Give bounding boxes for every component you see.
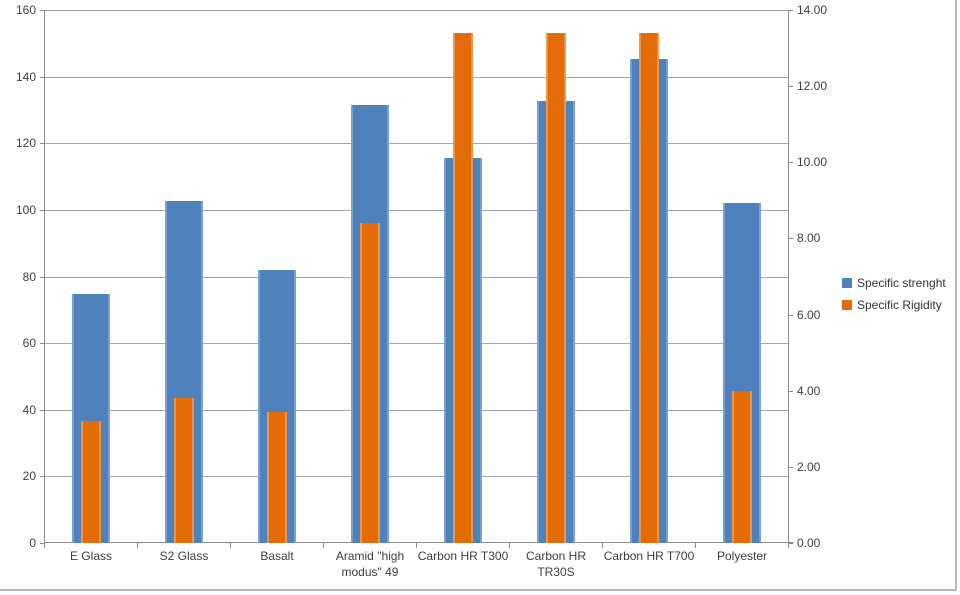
right-axis-label: 2.00 xyxy=(797,460,821,474)
frame-border-bottom xyxy=(0,589,957,591)
category-label: S2 Glass xyxy=(136,548,232,564)
y-axis-tick xyxy=(40,277,44,278)
category-label-line: modus" 49 xyxy=(341,565,399,579)
x-axis-tick xyxy=(137,543,138,548)
gridline xyxy=(44,410,788,411)
gridline xyxy=(44,143,788,144)
legend-item-specific-strenght: Specific strenght xyxy=(842,276,946,290)
gridline xyxy=(44,77,788,78)
x-axis-tick xyxy=(416,543,417,548)
bar-specific-rigidity-carbon-hr-tr30s xyxy=(546,33,566,543)
x-axis-tick xyxy=(323,543,324,548)
category-label-line: Carbon HR xyxy=(525,549,587,563)
y-axis-tick xyxy=(40,77,44,78)
category-label-line: Carbon HR T300 xyxy=(417,549,509,563)
category-label: Polyester xyxy=(694,548,790,564)
legend-label-strength: Specific strenght xyxy=(857,276,946,290)
bar-specific-rigidity-e-glass xyxy=(81,421,101,543)
category-label-line: S2 Glass xyxy=(159,549,209,563)
bar-specific-rigidity-aramid-high-modus-49 xyxy=(360,223,380,543)
plot-area xyxy=(44,10,794,543)
right-axis-label: 8.00 xyxy=(797,231,821,245)
y-axis-label: 0 xyxy=(29,536,36,550)
y-axis-tick xyxy=(40,476,44,477)
right-axis-tick xyxy=(788,10,793,11)
legend-item-specific-rigidity: Specific Rigidity xyxy=(842,298,946,312)
bar-specific-rigidity-s2-glass xyxy=(174,398,194,543)
category-label-line: E Glass xyxy=(69,549,112,563)
x-axis-tick xyxy=(230,543,231,548)
y-axis-label: 60 xyxy=(22,336,36,350)
right-axis-label: 6.00 xyxy=(797,308,821,322)
legend-label-rigidity: Specific Rigidity xyxy=(857,298,942,312)
gridline xyxy=(44,343,788,344)
category-label: Carbon HR T700 xyxy=(601,548,697,564)
y-axis-label: 160 xyxy=(15,3,36,17)
category-label: Basalt xyxy=(229,548,325,564)
right-axis-label: 14.00 xyxy=(797,3,828,17)
legend-swatch-rigidity xyxy=(842,300,852,310)
gridline xyxy=(44,277,788,278)
legend: Specific strenght Specific Rigidity xyxy=(842,276,946,320)
category-label-line: Aramid "high xyxy=(335,549,405,563)
category-label: E Glass xyxy=(43,548,139,564)
y-axis-label: 40 xyxy=(22,403,36,417)
bar-specific-rigidity-carbon-hr-t300 xyxy=(453,33,473,543)
gridline xyxy=(44,210,788,211)
x-axis-tick xyxy=(788,543,789,548)
category-label-line: Basalt xyxy=(260,549,294,563)
right-axis-tick xyxy=(788,86,793,87)
right-axis-tick xyxy=(788,543,793,544)
y-axis-label: 100 xyxy=(15,203,36,217)
category-label-line: Polyester xyxy=(716,549,768,563)
frame-border-right xyxy=(955,0,957,591)
x-axis-tick xyxy=(44,543,45,548)
right-axis-label: 10.00 xyxy=(797,155,828,169)
y-axis-label: 120 xyxy=(15,136,36,150)
category-label: Carbon HR T300 xyxy=(415,548,511,564)
y-axis-tick xyxy=(40,143,44,144)
category-label-line: Carbon HR T700 xyxy=(603,549,695,563)
y-axis-label: 20 xyxy=(22,469,36,483)
category-label: Aramid "high modus" 49 xyxy=(322,548,418,580)
x-axis-line xyxy=(44,542,794,543)
y-axis-tick xyxy=(40,10,44,11)
y-axis-tick xyxy=(40,410,44,411)
right-axis-label: 0.00 xyxy=(797,536,821,550)
category-label: Carbon HR TR30S xyxy=(508,548,604,580)
y-axis-label: 80 xyxy=(22,270,36,284)
right-axis-label: 12.00 xyxy=(797,79,828,93)
x-axis-tick xyxy=(602,543,603,548)
right-axis-tick xyxy=(788,467,793,468)
y-axis-line-right xyxy=(788,10,789,543)
right-axis-label: 4.00 xyxy=(797,384,821,398)
gridline xyxy=(44,476,788,477)
y-axis-tick xyxy=(40,210,44,211)
bar-specific-rigidity-basalt xyxy=(267,412,287,543)
right-axis-tick xyxy=(788,391,793,392)
right-axis-tick xyxy=(788,162,793,163)
legend-swatch-strength xyxy=(842,278,852,288)
x-axis-tick xyxy=(509,543,510,548)
y-axis-tick xyxy=(40,543,44,544)
right-axis-tick xyxy=(788,315,793,316)
right-axis-tick xyxy=(788,238,793,239)
y-axis-line-left xyxy=(44,10,45,543)
bar-specific-rigidity-carbon-hr-t700 xyxy=(639,33,659,543)
gridline xyxy=(44,10,788,11)
bar-specific-rigidity-polyester xyxy=(732,391,752,543)
y-axis-tick xyxy=(40,343,44,344)
category-label-line: TR30S xyxy=(537,565,575,579)
y-axis-label: 140 xyxy=(15,70,36,84)
x-axis-tick xyxy=(695,543,696,548)
